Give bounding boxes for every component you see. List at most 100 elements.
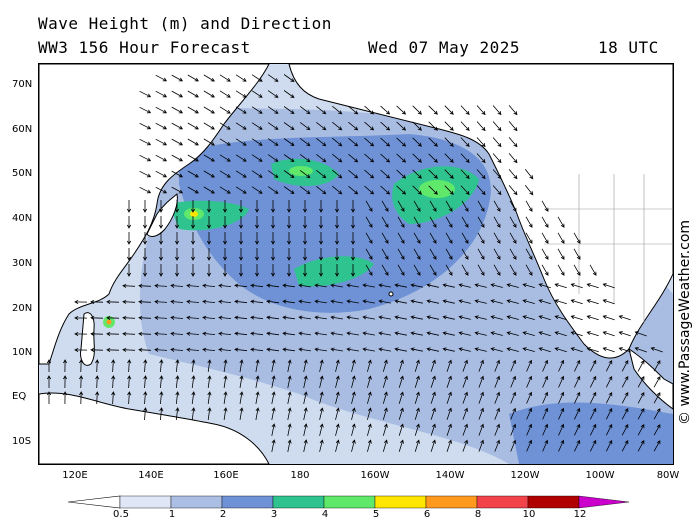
direction-arrow bbox=[283, 154, 295, 162]
direction-arrow bbox=[444, 169, 454, 179]
direction-arrow bbox=[525, 216, 533, 228]
direction-arrow bbox=[522, 283, 535, 288]
direction-arrow bbox=[413, 216, 421, 228]
direction-arrow bbox=[203, 106, 215, 114]
direction-arrow bbox=[238, 200, 244, 213]
lat-label: 20N bbox=[12, 303, 33, 314]
direction-arrow bbox=[526, 423, 533, 436]
direction-arrow bbox=[222, 216, 228, 229]
direction-arrow bbox=[251, 90, 263, 98]
direction-arrow bbox=[332, 105, 343, 115]
direction-arrow bbox=[171, 170, 184, 178]
colorbar-label: 3 bbox=[270, 509, 278, 520]
direction-arrow bbox=[174, 248, 180, 261]
direction-arrow bbox=[554, 283, 567, 289]
direction-arrow bbox=[203, 90, 215, 98]
direction-arrow bbox=[509, 200, 517, 212]
direction-arrow bbox=[286, 200, 292, 213]
direction-arrow bbox=[350, 200, 356, 213]
direction-arrow bbox=[380, 153, 391, 163]
direction-arrow bbox=[444, 137, 454, 147]
direction-arrow bbox=[330, 331, 343, 336]
direction-arrow bbox=[380, 185, 391, 195]
lon-label: 180 bbox=[290, 470, 310, 481]
direction-arrow bbox=[538, 283, 551, 289]
direction-arrow bbox=[444, 105, 454, 115]
direction-arrow bbox=[143, 375, 148, 389]
direction-arrow bbox=[574, 439, 581, 452]
direction-arrow bbox=[524, 185, 534, 196]
direction-arrow bbox=[122, 315, 136, 320]
direction-arrow bbox=[381, 216, 389, 228]
direction-arrow bbox=[653, 440, 661, 452]
direction-arrow bbox=[445, 200, 453, 212]
direction-arrow bbox=[187, 170, 199, 178]
direction-arrow bbox=[621, 391, 629, 404]
direction-arrow bbox=[542, 359, 549, 372]
colorbar-swatch bbox=[374, 495, 427, 509]
direction-arrow bbox=[476, 185, 486, 196]
direction-arrow bbox=[478, 359, 484, 372]
direction-arrow bbox=[428, 153, 438, 163]
direction-arrow bbox=[462, 407, 468, 420]
direction-arrow bbox=[191, 407, 196, 421]
direction-arrow bbox=[95, 359, 100, 373]
direction-arrow bbox=[446, 359, 452, 372]
direction-arrow bbox=[637, 359, 645, 372]
direction-arrow bbox=[364, 153, 375, 163]
direction-arrow bbox=[477, 216, 485, 228]
lat-label: 60N bbox=[12, 124, 33, 135]
direction-arrow bbox=[382, 359, 388, 372]
direction-arrow bbox=[413, 264, 421, 276]
direction-arrow bbox=[589, 359, 597, 372]
wave-zone-5m-a bbox=[419, 180, 455, 198]
direction-arrow bbox=[218, 283, 232, 288]
direction-arrow bbox=[570, 283, 583, 289]
direction-arrow bbox=[538, 331, 551, 337]
direction-arrow bbox=[478, 439, 484, 452]
direction-arrow bbox=[170, 283, 184, 288]
direction-arrow bbox=[428, 105, 438, 115]
direction-arrow bbox=[526, 359, 533, 372]
direction-arrow bbox=[335, 423, 340, 436]
direction-arrow bbox=[283, 90, 295, 98]
direction-arrow bbox=[492, 185, 502, 196]
direction-arrow bbox=[474, 347, 487, 352]
direction-arrow bbox=[175, 391, 180, 405]
colorbar bbox=[68, 495, 630, 509]
direction-arrow bbox=[334, 264, 340, 277]
direction-arrow bbox=[126, 200, 132, 213]
direction-arrow bbox=[298, 315, 311, 320]
direction-arrow bbox=[621, 407, 629, 420]
direction-arrow bbox=[126, 232, 132, 245]
direction-arrow bbox=[234, 331, 248, 336]
direction-arrow bbox=[190, 264, 196, 277]
direction-arrow bbox=[381, 232, 389, 244]
direction-arrow bbox=[362, 315, 375, 320]
chart-title: Wave Height (m) and Direction bbox=[38, 14, 332, 33]
direction-arrow bbox=[362, 283, 375, 288]
direction-arrow bbox=[381, 200, 389, 212]
direction-arrow bbox=[219, 186, 231, 194]
direction-arrow bbox=[207, 391, 212, 404]
direction-arrow bbox=[410, 283, 423, 288]
forecast-time: 18 UTC bbox=[598, 38, 659, 57]
direction-arrow bbox=[202, 347, 216, 352]
direction-arrow bbox=[522, 299, 535, 304]
direction-arrow bbox=[538, 315, 551, 321]
direction-arrow bbox=[175, 407, 180, 421]
lat-label: 40N bbox=[12, 213, 33, 224]
direction-arrow bbox=[573, 248, 581, 260]
direction-arrow bbox=[235, 74, 247, 82]
forecast-model-label: WW3 156 Hour Forecast bbox=[38, 38, 251, 57]
direction-arrow bbox=[46, 391, 52, 404]
direction-arrow bbox=[283, 74, 295, 82]
direction-arrow bbox=[187, 106, 199, 114]
direction-arrow bbox=[122, 331, 136, 336]
land-japan bbox=[146, 193, 178, 237]
direction-arrow bbox=[219, 138, 231, 146]
direction-arrow bbox=[219, 90, 231, 98]
direction-arrow bbox=[206, 264, 212, 277]
direction-arrow bbox=[207, 375, 212, 388]
direction-arrow bbox=[335, 375, 340, 388]
